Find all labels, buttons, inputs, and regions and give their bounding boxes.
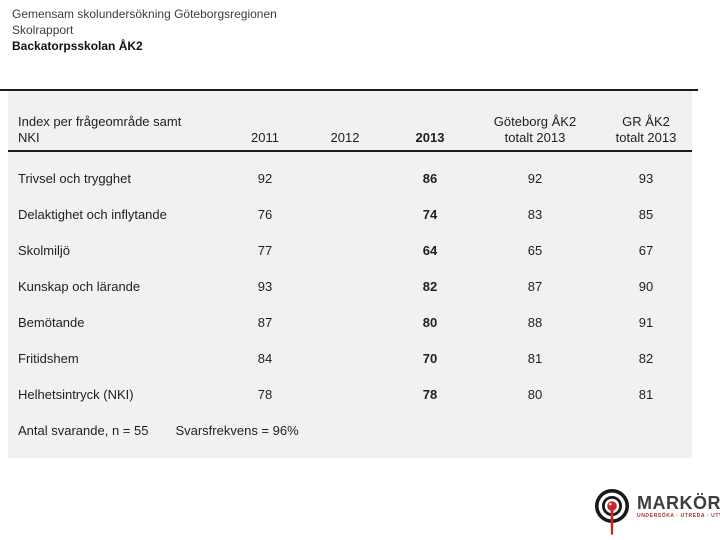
table-header-row: Index per frågeområde samt NKI 2011 2012… [8, 91, 692, 152]
logo-wordmark: MARKÖR [637, 493, 720, 513]
header-2011: 2011 [251, 130, 279, 145]
header-2012: 2012 [330, 130, 360, 145]
top-divider [0, 89, 698, 91]
report-title: Gemensam skolundersökning Göteborgsregio… [12, 7, 277, 21]
markor-logo: MARKÖR UNDERSÖKA · UTREDA · UTVÄRDERA [594, 488, 720, 538]
header-index-label: Index per frågeområde samt NKI [18, 114, 182, 145]
table-row: Trivsel och trygghet 92 86 92 93 [18, 170, 654, 186]
table-footer: Antal svarande, n = 55 Svarsfrekvens = 9… [8, 423, 692, 438]
results-table: Index per frågeområde samt NKI 2011 2012… [8, 91, 692, 458]
logo-tagline: UNDERSÖKA · UTREDA · UTVÄRDERA [637, 513, 720, 519]
header-gr-total: GR ÅK2 totalt 2013 [615, 114, 677, 145]
report-subtitle: Skolrapport [12, 23, 74, 37]
respondent-count: Antal svarande, n = 55 [18, 423, 149, 438]
table-row: Fritidshem 84 70 81 82 [18, 350, 654, 366]
school-name: Backatorpsskolan ÅK2 [12, 39, 143, 53]
logo-text: MARKÖR UNDERSÖKA · UTREDA · UTVÄRDERA [637, 494, 720, 519]
bullseye-target-icon [595, 489, 629, 535]
header-goteborg-total: Göteborg ÅK2 totalt 2013 [493, 114, 577, 145]
table-row: Bemötande 87 80 88 91 [18, 314, 654, 330]
table-body: Trivsel och trygghet 92 86 92 93 Delakti… [8, 152, 692, 412]
report-header: Gemensam skolundersökning Göteborgsregio… [12, 6, 277, 54]
table-row: Skolmiljö 77 64 65 67 [18, 242, 654, 258]
response-rate: Svarsfrekvens = 96% [175, 423, 299, 438]
header-2013: 2013 [415, 130, 445, 145]
table-row: Kunskap och lärande 93 82 87 90 [18, 278, 654, 294]
table-row: Delaktighet och inflytande 76 74 83 85 [18, 206, 654, 222]
table-row: Helhetsintryck (NKI) 78 78 80 81 [18, 386, 654, 402]
